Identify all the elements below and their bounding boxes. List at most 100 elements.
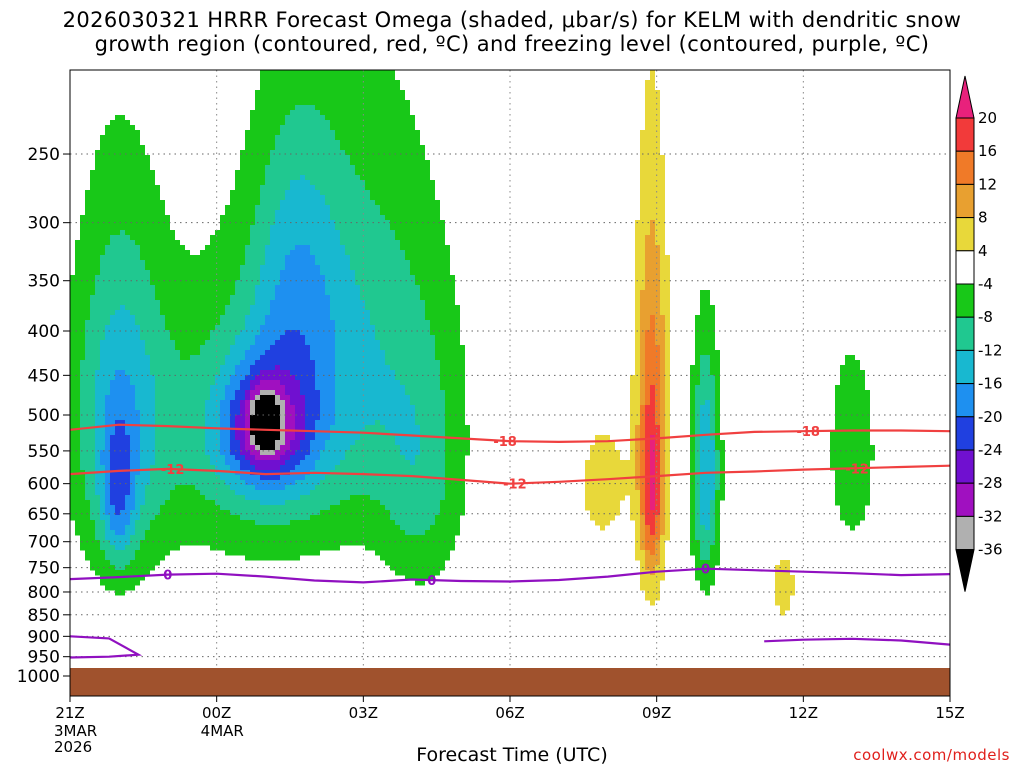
omega-cell (700, 290, 710, 296)
omega-cell (355, 275, 415, 281)
omega-cell (375, 325, 430, 331)
omega-cell (140, 245, 185, 251)
omega-cell (205, 435, 220, 441)
omega-cell (105, 245, 140, 251)
omega-cell (635, 275, 645, 281)
omega-cell (270, 305, 330, 311)
omega-cell (260, 330, 285, 336)
omega-cell (665, 495, 670, 501)
omega-cell (225, 310, 250, 316)
omega-cell (170, 335, 210, 341)
omega-cell (665, 320, 670, 326)
omega-cell (640, 425, 645, 431)
omega-cell (645, 450, 650, 456)
omega-cell (210, 390, 225, 396)
omega-cell (645, 85, 655, 91)
omega-cell (295, 420, 305, 426)
omega-cell (640, 185, 665, 191)
omega-cell (80, 410, 95, 416)
omega-cell (125, 500, 135, 506)
omega-cell (645, 520, 655, 526)
omega-cell (280, 205, 330, 211)
omega-cell (110, 560, 130, 566)
omega-cell (645, 495, 650, 501)
omega-cell (240, 165, 265, 171)
omega-cell (300, 380, 315, 386)
omega-cell (700, 475, 715, 481)
omega-cell (635, 435, 640, 441)
omega-cell (445, 475, 465, 481)
omega-cell (445, 465, 465, 471)
omega-cell (700, 445, 715, 451)
omega-cell (145, 260, 245, 266)
omega-cell (665, 445, 670, 451)
omega-cell (240, 360, 255, 366)
colorbar-label: -32 (978, 507, 1003, 525)
omega-cell (665, 330, 670, 336)
omega-cell (640, 445, 645, 451)
omega-cell (70, 365, 80, 371)
omega-cell (445, 440, 470, 446)
omega-cell (660, 410, 665, 416)
omega-cell (710, 550, 720, 556)
omega-cell (650, 475, 655, 481)
omega-cell (235, 425, 245, 431)
omega-cell (650, 470, 655, 476)
omega-cell (690, 430, 695, 436)
omega-cell (80, 430, 95, 436)
omega-cell (710, 355, 720, 361)
omega-cell (835, 400, 870, 406)
omega-cell (280, 425, 285, 431)
omega-cell (70, 485, 85, 491)
omega-cell (260, 275, 280, 281)
omega-cell (840, 375, 865, 381)
omega-cell (160, 300, 230, 306)
omega-cell (695, 425, 700, 431)
omega-cell (70, 510, 90, 516)
omega-cell (75, 265, 100, 271)
omega-cell (260, 390, 275, 396)
omega-cell (240, 405, 245, 411)
omega-cell (225, 390, 235, 396)
omega-cell (130, 485, 135, 491)
omega-cell (70, 455, 80, 461)
omega-cell (710, 520, 715, 526)
omega-cell (255, 395, 260, 401)
omega-cell (360, 295, 420, 301)
omega-cell (260, 270, 280, 276)
omega-cell (445, 430, 470, 436)
omega-cell (85, 205, 165, 211)
omega-cell (140, 250, 190, 256)
omega-cell (170, 495, 205, 501)
omega-cell (715, 425, 720, 431)
omega-cell (635, 270, 645, 276)
omega-cell (835, 485, 870, 491)
omega-cell (70, 490, 85, 496)
omega-cell (245, 250, 265, 256)
omega-cell (105, 400, 135, 406)
omega-cell (700, 410, 710, 416)
omega-cell (325, 275, 355, 281)
omega-cell (110, 240, 135, 246)
omega-cell (650, 525, 655, 531)
omega-cell (655, 415, 660, 421)
omega-cell (95, 380, 110, 386)
omega-cell (715, 430, 720, 436)
omega-cell (270, 160, 350, 166)
omega-cell (660, 380, 665, 386)
colorbar-bin (955, 349, 975, 385)
omega-cell (640, 320, 650, 326)
omega-cell (140, 455, 155, 461)
omega-cell (595, 520, 610, 526)
omega-cell (385, 425, 420, 431)
omega-cell (430, 330, 460, 336)
omega-cell (690, 500, 695, 506)
omega-cell (660, 300, 670, 306)
omega-cell (105, 405, 135, 411)
y-tick-label: 900 (28, 627, 60, 647)
omega-cell (635, 265, 645, 271)
omega-cell (650, 495, 655, 501)
omega-cell (645, 565, 655, 571)
omega-cell (310, 345, 335, 351)
omega-cell (585, 475, 635, 481)
